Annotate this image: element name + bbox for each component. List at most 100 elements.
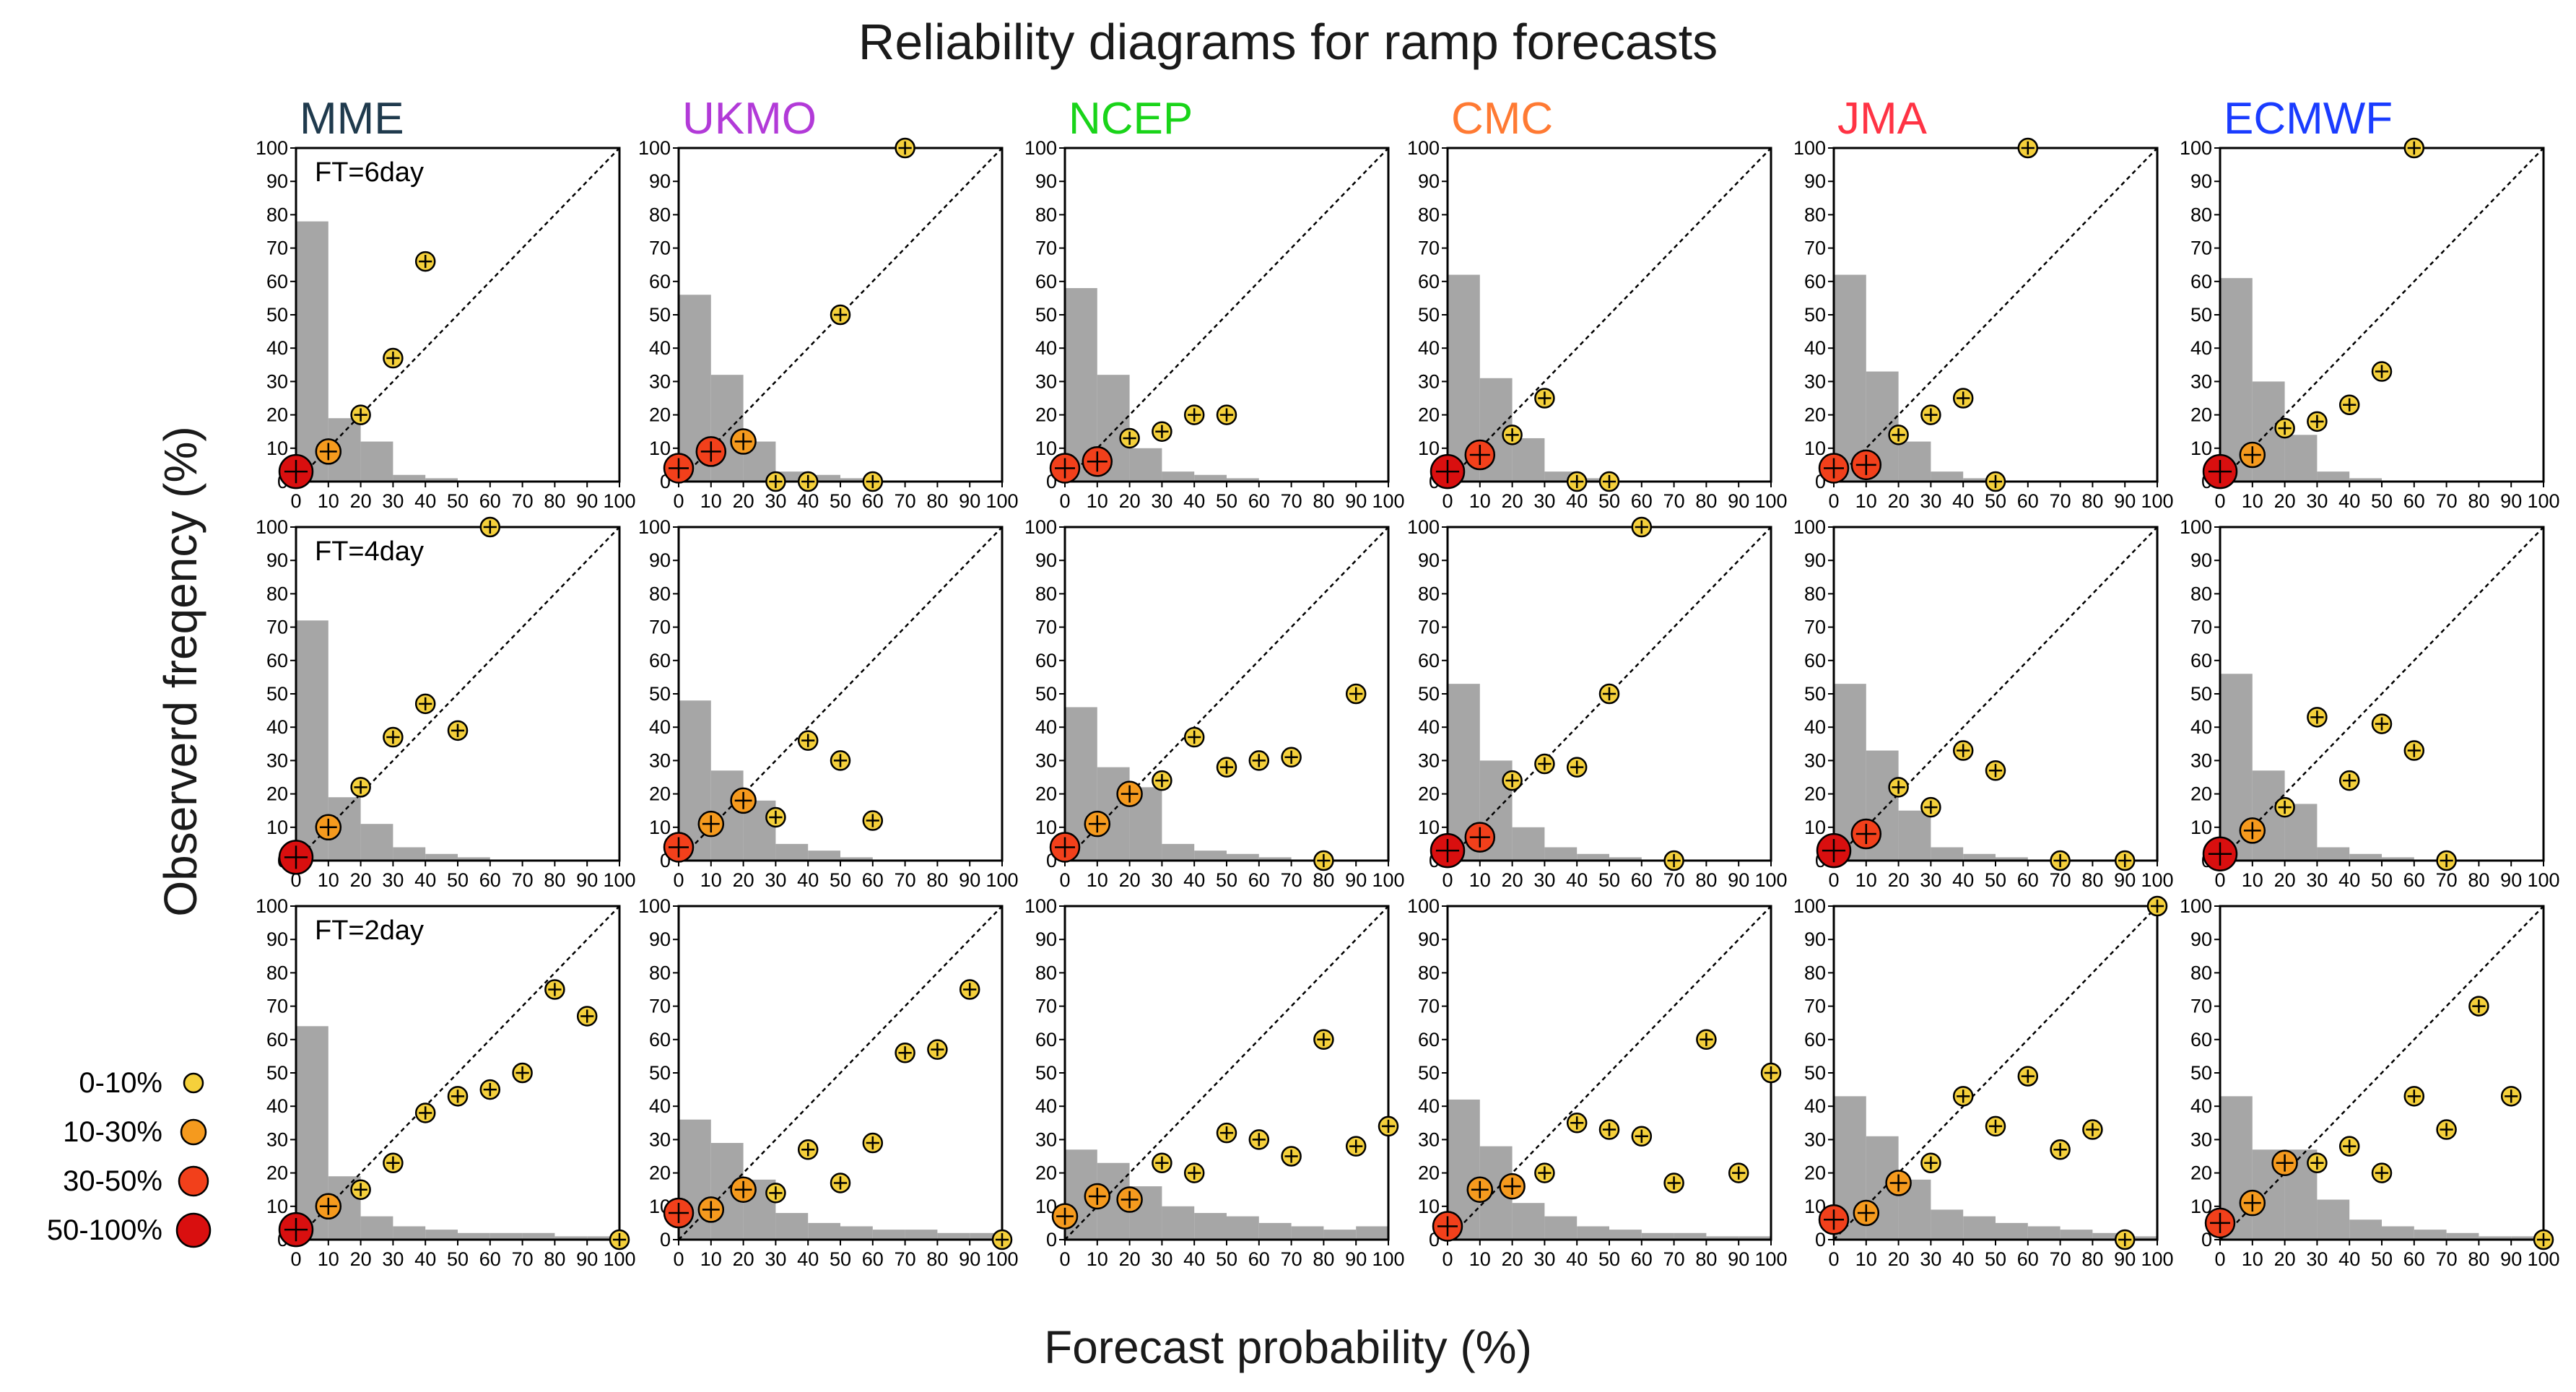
perfect-reliability-line [2219, 905, 2544, 1240]
reliability-point [1345, 683, 1367, 705]
x-tick-label: 20 [1888, 869, 1910, 891]
histogram-bar [808, 851, 840, 861]
reliability-point [1281, 747, 1302, 768]
reliability-point [447, 720, 469, 741]
histogram-bar [970, 1232, 1002, 1240]
x-tick-label: 60 [479, 1248, 501, 1270]
x-tick-label: 20 [350, 1248, 372, 1270]
y-tick-label: 30 [1804, 370, 1826, 392]
reliability-point [383, 726, 404, 748]
y-tick-label: 80 [1035, 204, 1057, 225]
y-tick-label: 100 [1793, 137, 1826, 159]
x-tick-label: 70 [2436, 1248, 2458, 1270]
x-tick-label: 20 [1502, 490, 1523, 512]
x-tick-label: 70 [512, 1248, 534, 1270]
reliability-point [2403, 137, 2425, 159]
legend-label: 50-100% [47, 1214, 162, 1246]
x-tick-label: 10 [1469, 869, 1491, 891]
y-tick-label: 50 [266, 304, 288, 326]
reliability-point [2436, 850, 2457, 871]
x-tick-label: 60 [1248, 869, 1270, 891]
x-tick-label: 30 [382, 490, 404, 512]
y-tick-label: 80 [1418, 204, 1440, 225]
y-tick-label: 80 [2190, 204, 2212, 225]
y-tick-label: 50 [1035, 1062, 1057, 1084]
y-tick-label: 50 [1804, 304, 1826, 326]
y-tick-label: 70 [266, 996, 288, 1017]
x-tick-label: 90 [576, 490, 598, 512]
x-tick-label: 100 [1754, 1248, 1787, 1270]
panel-cmc-6day: CMC0010102020303040405050606070708080909… [1407, 94, 1788, 512]
panel-jma-2day: 0010102020303040405050606070708080909010… [1793, 895, 2174, 1270]
x-tick-label: 30 [2306, 1248, 2328, 1270]
panel-ukmo-2day: 0010102020303040405050606070708080909010… [638, 895, 1019, 1270]
reliability-point [1116, 1186, 1143, 1213]
perfect-reliability-line [1064, 905, 1389, 1240]
y-axis-label: Observerd freqency (%) [155, 426, 206, 916]
x-tick-label: 80 [1313, 490, 1334, 512]
x-tick-label: 100 [985, 1248, 1018, 1270]
y-tick-label: 40 [2190, 1095, 2212, 1117]
reliability-point [1313, 850, 1334, 871]
histogram-bar [1227, 1216, 1259, 1240]
panel-cmc-2day: 0010102020303040405050606070708080909010… [1407, 895, 1788, 1270]
y-tick-label: 100 [2180, 516, 2212, 538]
x-tick-label: 0 [1059, 490, 1070, 512]
histogram-bar [587, 1236, 619, 1240]
reliability-point [2271, 1149, 2298, 1176]
x-tick-label: 90 [1345, 869, 1367, 891]
reliability-point [1183, 1162, 1205, 1183]
reliability-point [862, 1132, 884, 1154]
x-tick-label: 100 [985, 490, 1018, 512]
reliability-point [447, 1086, 469, 1107]
reliability-point [663, 1197, 695, 1229]
x-tick-label: 70 [1663, 1248, 1685, 1270]
y-tick-label: 60 [266, 271, 288, 292]
x-tick-label: 80 [544, 1248, 565, 1270]
x-tick-label: 100 [2141, 869, 2173, 891]
y-tick-label: 90 [1418, 170, 1440, 192]
panel-jma-6day: JMA0010102020303040405050606070708080909… [1793, 94, 2174, 512]
x-tick-label: 60 [2403, 869, 2425, 891]
histogram-bar [2382, 857, 2414, 861]
histogram-bar [2060, 1230, 2093, 1240]
x-tick-label: 100 [1372, 869, 1404, 891]
histogram-bar [905, 1230, 938, 1240]
reliability-point [1566, 1113, 1588, 1134]
legend-marker [175, 1212, 212, 1248]
x-tick-label: 40 [414, 869, 436, 891]
reliability-point [2204, 1207, 2236, 1239]
x-tick-label: 70 [1281, 1248, 1302, 1270]
histogram-bar [775, 1213, 809, 1240]
reliability-point [1920, 404, 1941, 425]
x-tick-label: 50 [1216, 869, 1237, 891]
y-tick-label: 20 [649, 1162, 671, 1184]
y-tick-label: 100 [1793, 516, 1826, 538]
reliability-point [1430, 453, 1466, 490]
x-tick-label: 0 [673, 869, 684, 891]
x-tick-label: 40 [1566, 869, 1588, 891]
y-tick-label: 30 [1035, 370, 1057, 392]
x-tick-label: 40 [797, 869, 819, 891]
reliability-point [1216, 1122, 1237, 1144]
y-tick-label: 70 [649, 617, 671, 638]
y-tick-label: 10 [266, 817, 288, 838]
histogram-bar [1641, 1232, 1674, 1240]
y-tick-label: 40 [649, 337, 671, 359]
histogram-bar [1162, 471, 1195, 482]
x-tick-label: 40 [797, 1248, 819, 1270]
y-tick-label: 60 [266, 650, 288, 671]
perfect-reliability-line [678, 905, 1003, 1240]
x-tick-label: 10 [1469, 1248, 1491, 1270]
histogram-bar [1512, 438, 1545, 482]
histogram-bar [1512, 1203, 1545, 1240]
x-tick-label: 100 [2527, 490, 2559, 512]
reliability-point [1598, 683, 1620, 705]
reliability-point [1051, 1203, 1079, 1230]
x-tick-label: 100 [603, 490, 635, 512]
reliability-point [1985, 760, 2006, 781]
y-tick-label: 70 [2190, 238, 2212, 259]
reliability-point [2403, 740, 2425, 761]
reliability-point [2338, 770, 2360, 791]
panel-mme-2day: 0010102020303040405050606070708080909010… [256, 895, 636, 1270]
